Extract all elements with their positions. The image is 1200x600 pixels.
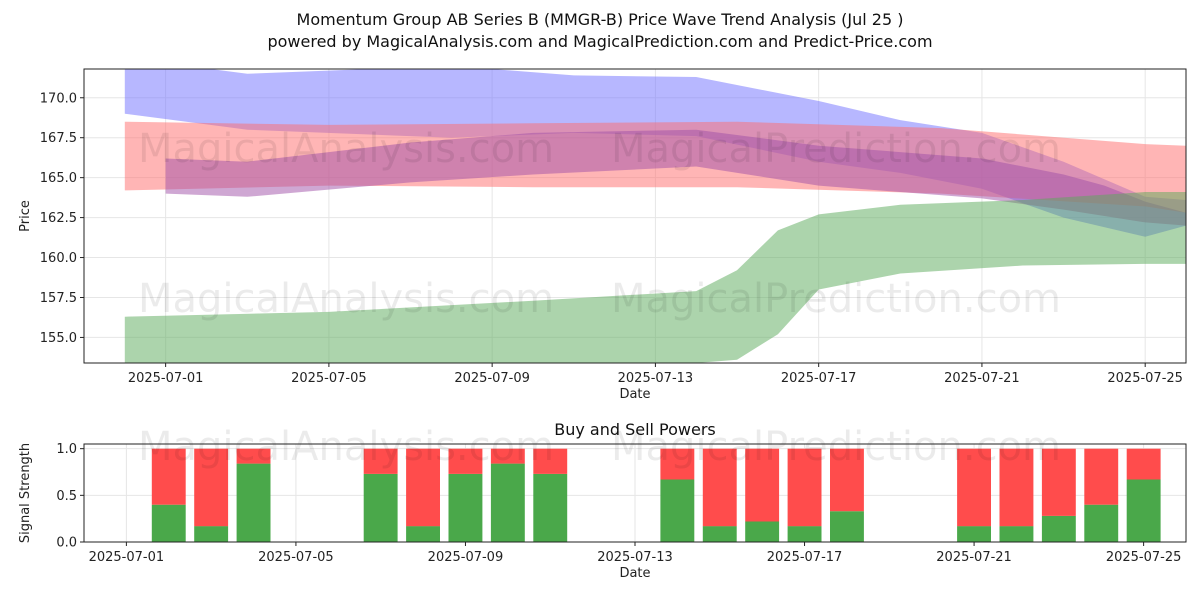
sell-bar	[1041, 448, 1076, 516]
buy-bar	[1084, 504, 1119, 542]
buy-bar	[194, 526, 229, 542]
price-xtick-label: 2025-07-17	[781, 371, 857, 386]
price-ytick-label: 157.5	[40, 291, 77, 306]
buy-bar	[1041, 515, 1076, 542]
power-ylabel: Signal Strength	[18, 443, 33, 543]
price-ytick-label: 170.0	[40, 91, 77, 106]
chart-title: Momentum Group AB Series B (MMGR-B) Pric…	[296, 10, 904, 29]
sell-bar	[363, 448, 398, 474]
price-wave-chart: MagicalAnalysis.com MagicalPrediction.com…	[18, 68, 1187, 402]
buy-bar	[745, 521, 780, 542]
sell-bar	[490, 448, 525, 464]
sell-bar	[957, 448, 991, 527]
power-ytick-label: 0.0	[56, 536, 77, 551]
sell-bar	[830, 448, 864, 512]
sell-bar	[787, 448, 822, 527]
power-xtick-label: 2025-07-17	[767, 550, 843, 565]
power-xtick-label: 2025-07-05	[258, 550, 334, 565]
buy-bar	[660, 479, 695, 542]
buy-bar	[490, 463, 525, 542]
buy-bar	[999, 526, 1034, 542]
power-xtick-label: 2025-07-09	[428, 550, 504, 565]
sell-bar	[702, 448, 737, 527]
price-band-purple	[165, 129, 1186, 226]
price-xtick-label: 2025-07-21	[944, 371, 1020, 386]
sell-bar	[406, 448, 440, 527]
price-xtick-label: 2025-07-09	[454, 371, 530, 386]
buy-bar	[448, 473, 483, 542]
sell-bar	[448, 448, 483, 474]
price-xtick-label: 2025-07-13	[618, 371, 694, 386]
buy-bar	[787, 526, 822, 542]
price-plot-area	[124, 69, 1186, 363]
chart-subtitle: powered by MagicalAnalysis.com and Magic…	[267, 32, 933, 51]
power-ytick-label: 0.5	[56, 489, 77, 504]
price-axes-frame	[83, 68, 1187, 364]
buy-bar	[236, 463, 271, 542]
sell-bar	[533, 448, 568, 474]
price-xtick-label: 2025-07-25	[1107, 371, 1183, 386]
price-xtick-label: 2025-07-05	[291, 371, 367, 386]
sell-bar	[194, 448, 229, 527]
power-xtick-label: 2025-07-21	[936, 550, 1012, 565]
buy-bar	[957, 526, 991, 542]
buy-bar	[702, 526, 737, 542]
buy-bar	[363, 473, 398, 542]
price-watermark: MagicalAnalysis.com	[138, 276, 554, 322]
sell-bar	[999, 448, 1034, 527]
price-ytick-label: 167.5	[40, 131, 77, 146]
buy-bar	[406, 526, 440, 542]
price-band-blue	[124, 69, 1186, 237]
sell-bar	[151, 448, 186, 505]
buy-bar	[533, 473, 568, 542]
price-xtick-label: 2025-07-01	[128, 371, 204, 386]
buy-bar	[830, 511, 864, 542]
buy-bar	[1126, 479, 1161, 542]
price-xlabel: Date	[619, 387, 650, 402]
price-watermark: MagicalPrediction.com	[611, 276, 1061, 322]
power-xtick-label: 2025-07-01	[89, 550, 165, 565]
price-watermark: MagicalPrediction.com	[611, 126, 1061, 172]
price-ytick-label: 155.0	[40, 331, 77, 346]
sell-bar	[1126, 448, 1161, 480]
price-ytick-label: 165.0	[40, 171, 77, 186]
price-ytick-label: 162.5	[40, 211, 77, 226]
power-watermark: MagicalPrediction.com	[611, 424, 1061, 470]
price-watermark: MagicalAnalysis.com	[138, 126, 554, 172]
sell-bar	[660, 448, 695, 480]
sell-bar	[1084, 448, 1119, 505]
power-chart-title: Buy and Sell Powers	[554, 420, 716, 439]
power-xlabel: Date	[619, 566, 650, 581]
price-ytick-label: 160.0	[40, 251, 77, 266]
power-watermark: MagicalAnalysis.com	[138, 424, 554, 470]
price-band-green	[124, 192, 1186, 363]
power-ytick-label: 1.0	[56, 442, 77, 457]
buy-bar	[151, 504, 186, 542]
sell-bar	[745, 448, 780, 522]
chart-header: Momentum Group AB Series B (MMGR-B) Pric…	[0, 9, 1200, 53]
sell-bar	[236, 448, 271, 464]
power-xtick-label: 2025-07-13	[597, 550, 673, 565]
price-ylabel: Price	[18, 200, 33, 232]
power-xtick-label: 2025-07-25	[1106, 550, 1182, 565]
